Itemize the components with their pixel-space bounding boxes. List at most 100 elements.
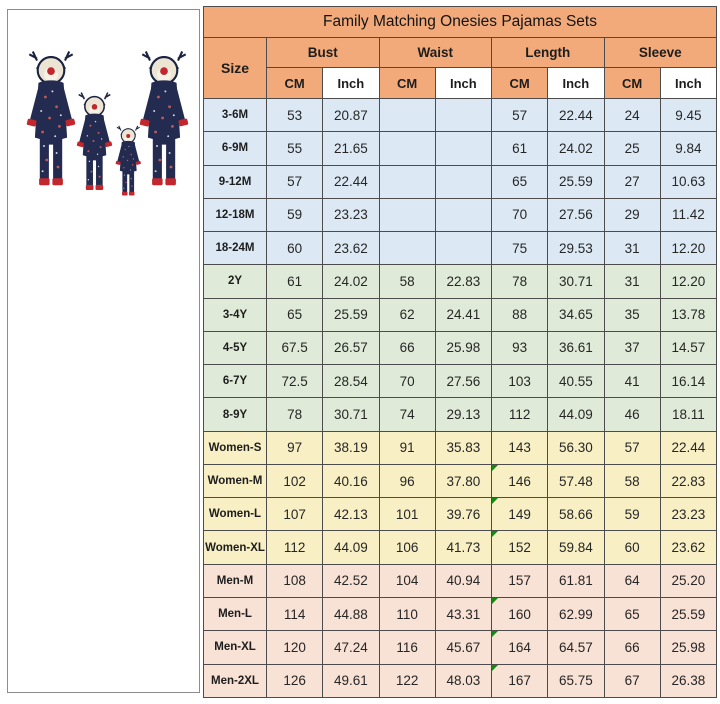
table-row: Women-S 97 38.19 91 35.83 143 56.30 57 2… <box>203 430 718 465</box>
product-photo-panel <box>7 9 200 693</box>
sleeve-cm-cell: 60 <box>603 530 661 565</box>
waist-inch-cell: 27.56 <box>434 364 493 399</box>
waist-inch-cell: 22.83 <box>434 264 493 299</box>
bust-inch-header: Inch <box>322 67 380 99</box>
length-inch-cell: 59.84 <box>547 530 605 565</box>
length-cm-cell: 160 <box>490 596 549 632</box>
bust-cm-cell: 97 <box>265 430 324 465</box>
length-inch-cell: 58.66 <box>547 497 605 532</box>
table-row: 8-9Y 78 30.71 74 29.13 112 44.09 46 18.1… <box>203 397 718 432</box>
size-cell: 3-6M <box>203 97 267 133</box>
waist-cm-cell: 96 <box>378 463 436 499</box>
bust-cm-cell: 126 <box>265 663 324 699</box>
length-cm-cell: 167 <box>490 663 549 699</box>
size-column-header: Size <box>203 37 267 99</box>
bust-cm-cell: 65 <box>265 297 324 332</box>
length-cm-cell: 78 <box>490 264 549 299</box>
waist-inch-cell <box>434 97 493 133</box>
size-cell: 6-9M <box>203 131 267 166</box>
waist-inch-cell <box>434 131 493 166</box>
length-cm-cell: 57 <box>490 97 549 133</box>
child-onesie-figure <box>75 91 114 191</box>
bust-inch-cell: 44.88 <box>322 596 380 632</box>
waist-inch-cell: 35.83 <box>434 430 493 465</box>
table-row: 3-6M 53 20.87 57 22.44 24 9.45 <box>203 97 718 133</box>
length-inch-cell: 62.99 <box>547 596 605 632</box>
bust-cm-cell: 61 <box>265 264 324 299</box>
adult-onesie-figure <box>25 50 77 187</box>
sleeve-inch-cell: 11.42 <box>659 197 718 233</box>
sleeve-cm-cell: 57 <box>603 430 661 465</box>
bust-inch-cell: 23.23 <box>322 197 380 233</box>
waist-inch-cell: 43.31 <box>434 596 493 632</box>
length-inch-header: Inch <box>547 67 605 99</box>
size-cell: 8-9Y <box>203 397 267 432</box>
length-inch-cell: 22.44 <box>547 97 605 133</box>
length-cm-cell: 143 <box>490 430 549 465</box>
waist-cm-cell: 66 <box>378 330 436 366</box>
waist-cm-cell: 101 <box>378 497 436 532</box>
length-inch-cell: 64.57 <box>547 630 605 665</box>
sleeve-inch-cell: 18.11 <box>659 397 718 432</box>
size-cell: Women-S <box>203 430 267 465</box>
length-inch-cell: 57.48 <box>547 463 605 499</box>
bust-cm-cell: 112 <box>265 530 324 565</box>
table-row: Women-L 107 42.13 101 39.76 149 58.66 59… <box>203 497 718 532</box>
waist-cm-cell <box>378 97 436 133</box>
table-row: Men-L 114 44.88 110 43.31 160 62.99 65 2… <box>203 596 718 632</box>
waist-inch-cell <box>434 164 493 199</box>
sleeve-inch-cell: 26.38 <box>659 663 718 699</box>
bust-cm-cell: 108 <box>265 563 324 598</box>
sleeve-cm-cell: 66 <box>603 630 661 665</box>
table-row: 6-9M 55 21.65 61 24.02 25 9.84 <box>203 131 718 166</box>
size-cell: Men-L <box>203 596 267 632</box>
sleeve-cm-cell: 25 <box>603 131 661 166</box>
bust-inch-cell: 49.61 <box>322 663 380 699</box>
size-chart-table: Family Matching Onesies Pajamas Sets Siz… <box>203 6 718 699</box>
waist-inch-cell: 24.41 <box>434 297 493 332</box>
sleeve-cm-cell: 31 <box>603 264 661 299</box>
table-title: Family Matching Onesies Pajamas Sets <box>203 6 717 38</box>
length-cm-cell: 157 <box>490 563 549 598</box>
sleeve-inch-header: Inch <box>659 67 718 99</box>
sleeve-inch-cell: 13.78 <box>659 297 718 332</box>
waist-cm-cell <box>378 231 436 266</box>
bust-inch-cell: 20.87 <box>322 97 380 133</box>
length-inch-cell: 65.75 <box>547 663 605 699</box>
waist-cm-cell: 110 <box>378 596 436 632</box>
length-inch-cell: 34.65 <box>547 297 605 332</box>
size-cell: Women-XL <box>203 530 267 565</box>
length-cm-cell: 146 <box>490 463 549 499</box>
bust-column-header: Bust <box>266 37 380 68</box>
sleeve-inch-cell: 22.83 <box>659 463 718 499</box>
sleeve-cm-cell: 65 <box>603 596 661 632</box>
bust-inch-cell: 25.59 <box>322 297 380 332</box>
waist-cm-cell: 106 <box>378 530 436 565</box>
waist-cm-cell: 74 <box>378 397 436 432</box>
bust-inch-cell: 30.71 <box>322 397 380 432</box>
waist-cm-cell <box>378 164 436 199</box>
sleeve-inch-cell: 25.20 <box>659 563 718 598</box>
bust-inch-cell: 24.02 <box>322 264 380 299</box>
sleeve-inch-cell: 23.62 <box>659 530 718 565</box>
sleeve-inch-cell: 25.59 <box>659 596 718 632</box>
length-inch-cell: 24.02 <box>547 131 605 166</box>
waist-inch-cell <box>434 231 493 266</box>
sleeve-cm-cell: 64 <box>603 563 661 598</box>
length-cm-cell: 112 <box>490 397 549 432</box>
waist-cm-cell: 70 <box>378 364 436 399</box>
length-cm-cell: 149 <box>490 497 549 532</box>
size-cell: Men-M <box>203 563 267 598</box>
length-cm-cell: 103 <box>490 364 549 399</box>
size-cell: Men-2XL <box>203 663 267 699</box>
sleeve-inch-cell: 25.98 <box>659 630 718 665</box>
size-cell: 4-5Y <box>203 330 267 366</box>
bust-cm-cell: 114 <box>265 596 324 632</box>
table-row: 3-4Y 65 25.59 62 24.41 88 34.65 35 13.78 <box>203 297 718 332</box>
length-inch-cell: 25.59 <box>547 164 605 199</box>
waist-cm-cell: 116 <box>378 630 436 665</box>
waist-inch-cell: 29.13 <box>434 397 493 432</box>
sleeve-inch-cell: 14.57 <box>659 330 718 366</box>
length-cm-header: CM <box>490 67 549 99</box>
